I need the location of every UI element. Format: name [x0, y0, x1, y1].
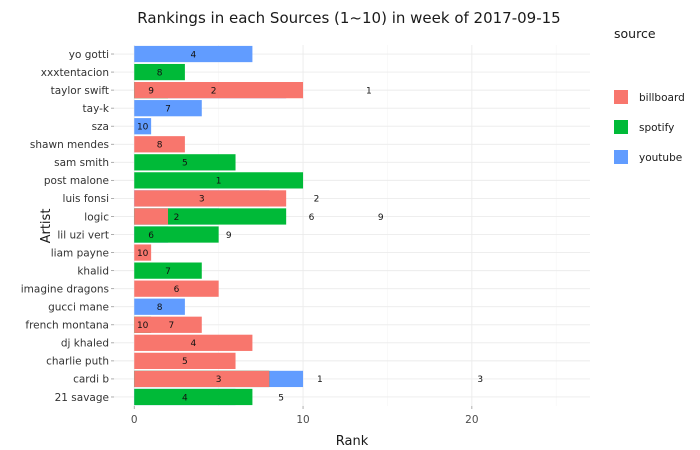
bar-label-shawn-mendes-billboard: 8 — [157, 141, 163, 151]
bar-yo-gotti-youtube — [134, 45, 253, 63]
y-tick-label-imagine-dragons: imagine dragons — [21, 283, 109, 295]
legend-label-spotify: spotify — [639, 122, 674, 134]
x-axis-title: Rank — [336, 434, 369, 449]
legend-swatch-youtube — [614, 150, 628, 164]
bar-label-khalid-spotify: 7 — [165, 267, 171, 277]
legend-label-youtube: youtube — [639, 152, 682, 164]
x-tick-label-20: 20 — [465, 414, 478, 426]
bar-label-taylor-swift-spotify: 9 — [148, 86, 154, 96]
bar-label-taylor-swift-billboard: 1 — [366, 86, 372, 96]
y-tick-label-khalid: khalid — [77, 265, 109, 277]
bar-label-lil-uzi-vert-spotify: 9 — [226, 231, 232, 241]
y-tick-label-xxxtentacion: xxxtentacion — [41, 67, 109, 79]
bar-label-logic-billboard: 9 — [378, 213, 384, 223]
y-tick-label-tay-k: tay-k — [83, 103, 110, 115]
y-tick-label-logic: logic — [84, 211, 109, 223]
y-tick-label-yo-gotti: yo gotti — [69, 49, 109, 61]
bar-khalid-spotify — [134, 262, 202, 279]
y-tick-label-sza: sza — [92, 121, 109, 133]
bar-post-malone-spotify — [134, 172, 304, 189]
y-tick-label-luis-fonsi: luis fonsi — [63, 193, 109, 205]
bar-label-imagine-dragons-billboard: 6 — [174, 285, 180, 295]
bar-tay-k-youtube — [134, 100, 202, 117]
bar-21-savage-spotify — [134, 388, 253, 406]
bar-sza-youtube — [134, 118, 152, 135]
bar-label-luis-fonsi-billboard: 2 — [314, 195, 320, 205]
bar-label-logic-spotify: 6 — [309, 213, 315, 223]
x-tick-label-10: 10 — [296, 414, 309, 426]
legend: source billboard spotify youtube — [614, 26, 685, 164]
y-tick-label-dj-khaled: dj khaled — [61, 338, 109, 350]
bar-label-liam-payne-billboard: 10 — [137, 249, 149, 259]
bar-sam-smith-spotify — [134, 154, 236, 171]
bar-cardi-b-billboard — [134, 370, 270, 388]
bars — [134, 45, 304, 406]
bar-label-luis-fonsi-youtube: 3 — [199, 195, 205, 205]
y-tick-label-shawn-mendes: shawn mendes — [30, 139, 109, 151]
bar-shawn-mendes-billboard — [134, 136, 185, 153]
bar-label-french-montana-billboard: 7 — [169, 321, 175, 331]
legend-swatch-billboard — [614, 90, 628, 104]
bar-imagine-dragons-billboard — [134, 280, 219, 297]
bar-dj-khaled-billboard — [134, 334, 253, 351]
bar-label-logic-youtube: 2 — [174, 213, 180, 223]
bar-label-taylor-swift-youtube: 2 — [211, 86, 217, 96]
bar-label-lil-uzi-vert-youtube: 6 — [148, 231, 154, 241]
chart-title: Rankings in each Sources (1~10) in week … — [137, 9, 560, 27]
bar-label-dj-khaled-billboard: 4 — [190, 339, 196, 349]
bar-label-cardi-b-spotify: 1 — [317, 375, 323, 385]
y-tick-label-sam-smith: sam smith — [54, 157, 109, 169]
bar-label-french-montana-spotify: 10 — [137, 321, 149, 331]
y-axis: yo gotti xxxtentacion taylor swift tay-k sza… — [21, 49, 114, 404]
y-tick-label-french-montana: french montana — [25, 320, 109, 332]
bar-label-xxxtentacion-spotify: 8 — [157, 68, 163, 78]
bar-luis-fonsi-billboard — [134, 190, 287, 207]
bar-gucci-mane-youtube — [134, 298, 185, 315]
bar-label-tay-k-youtube: 7 — [165, 104, 171, 114]
bar-label-post-malone-spotify: 1 — [216, 177, 222, 187]
y-tick-label-21-savage: 21 savage — [55, 392, 109, 404]
bar-label-sza-youtube: 10 — [137, 123, 149, 133]
y-tick-label-lil-uzi-vert: lil uzi vert — [57, 229, 109, 241]
bar-label-21-savage-youtube: 4 — [182, 393, 188, 403]
bar-xxxtentacion-spotify — [134, 63, 185, 81]
x-axis: 0 10 20 — [131, 406, 479, 426]
bar-label-cardi-b-youtube: 3 — [216, 375, 222, 385]
y-tick-label-gucci-mane: gucci mane — [48, 302, 109, 314]
bar-label-cardi-b-billboard: 3 — [477, 375, 483, 385]
bar-logic-spotify — [134, 208, 287, 225]
legend-label-billboard: billboard — [639, 92, 685, 104]
y-tick-label-taylor-swift: taylor swift — [51, 85, 109, 97]
bar-label-sam-smith-spotify: 5 — [182, 159, 188, 169]
legend-swatch-spotify — [614, 120, 628, 134]
bar-label-yo-gotti-youtube: 4 — [190, 50, 196, 60]
x-tick-label-0: 0 — [131, 414, 138, 426]
y-axis-title: Artist — [39, 209, 54, 244]
y-tick-label-charlie-puth: charlie puth — [46, 356, 109, 368]
y-tick-label-liam-payne: liam payne — [51, 247, 109, 259]
bar-label-charlie-puth-billboard: 5 — [182, 357, 188, 367]
y-tick-label-post-malone: post malone — [44, 175, 109, 187]
bar-logic-billboard — [134, 208, 169, 225]
bar-label-gucci-mane-youtube: 8 — [157, 303, 163, 313]
bar-charlie-puth-billboard — [134, 352, 236, 369]
bar-liam-payne-billboard — [134, 244, 152, 261]
bar-taylor-swift-billboard — [134, 82, 304, 99]
grid — [114, 45, 590, 406]
legend-title: source — [614, 26, 656, 41]
bar-label-21-savage-spotify: 5 — [278, 393, 284, 403]
bar-french-montana-billboard — [134, 316, 202, 333]
bar-lil-uzi-vert-spotify — [134, 226, 219, 243]
y-tick-label-cardi-b: cardi b — [73, 374, 109, 386]
